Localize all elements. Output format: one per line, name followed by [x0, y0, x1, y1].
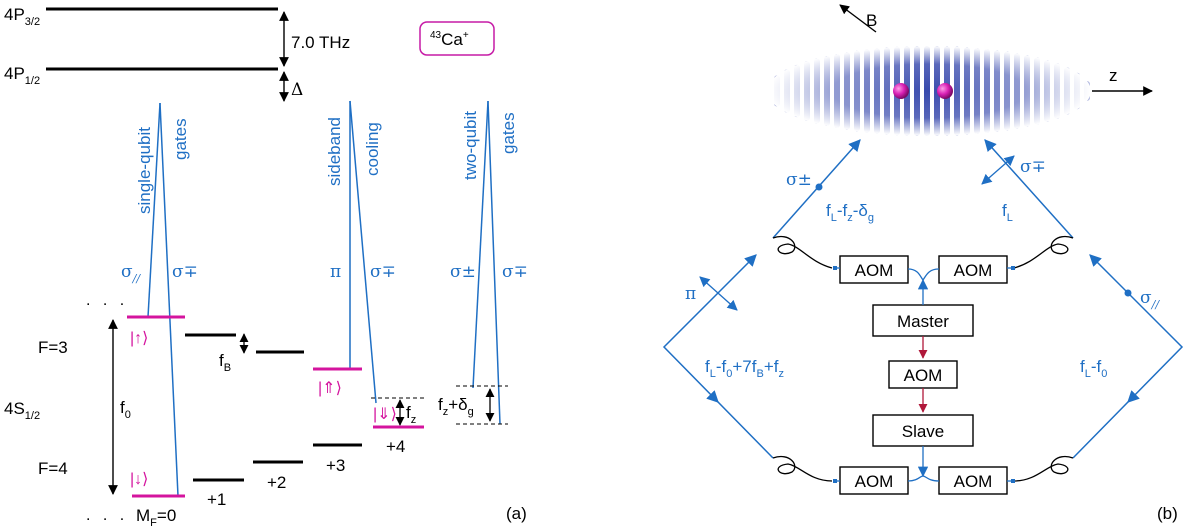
label-cooling: cooling — [363, 122, 382, 176]
dots-upper: . . . — [86, 292, 128, 309]
label-f3: F=3 — [38, 338, 68, 357]
beam-dot-top-left — [816, 184, 823, 191]
beam-group-two-qubit: two-qubit gates σ± σ∓ — [450, 101, 528, 424]
pol-arrow-top-right — [982, 156, 1014, 184]
label-f4: F=4 — [38, 459, 68, 478]
label-4p12: 4P1/2 — [4, 64, 40, 87]
ion-2 — [937, 83, 953, 99]
label-fb: fB — [219, 351, 231, 374]
svg-text:Master: Master — [897, 312, 949, 331]
state-up: |↑⟩ — [130, 330, 148, 347]
freq-top-right: fL — [1002, 201, 1013, 224]
panel-a: 4P3/2 4P1/2 7.0 THz Δ 43Ca+ single-qubit… — [4, 5, 528, 529]
pol-left-label: π — [685, 284, 696, 304]
state-down: |↓⟩ — [130, 471, 148, 488]
fine-structure-label: 7.0 THz — [291, 33, 350, 52]
pol-sigma-mp-2: σ∓ — [370, 262, 396, 282]
pol-sigma-mp-3: σ∓ — [502, 262, 528, 282]
delta-label: Δ — [291, 80, 303, 100]
dots-lower: . . . — [86, 507, 128, 524]
z-axis-label: z — [1109, 66, 1118, 85]
ion-1 — [893, 83, 909, 99]
b-field-label: B — [866, 11, 877, 30]
beam-top-right — [985, 140, 1073, 238]
label-gates-1: gates — [171, 118, 190, 160]
label-two-qubit: two-qubit — [461, 111, 480, 180]
freq-top-left: fL-fz-δg — [826, 201, 874, 224]
beam-dot-right — [1125, 290, 1132, 297]
pol-sigma-mp-1: σ∓ — [172, 262, 198, 282]
label-sideband: sideband — [325, 117, 344, 186]
panel-b-label: (b) — [1157, 504, 1178, 523]
pol-sigma-pm-1: σ± — [450, 262, 476, 282]
slave-laser: Slave — [873, 415, 973, 446]
svg-text:AOM: AOM — [855, 472, 894, 491]
freq-right: fL-f0 — [1080, 357, 1107, 380]
label-mf1: +1 — [207, 490, 226, 509]
aom-bottom-right: AOM — [939, 467, 1007, 494]
panel-a-label: (a) — [506, 504, 527, 523]
state-down-double: |⇓⟩ — [373, 406, 397, 423]
pol-top-right-label: σ∓ — [1020, 157, 1046, 177]
pol-sigma-par: σ// — [121, 262, 141, 285]
label-4s12: 4S1/2 — [4, 399, 40, 422]
state-up-double: |⇑⟩ — [318, 380, 342, 397]
pol-top-left-label: σ± — [786, 170, 812, 190]
aom-top-right: AOM — [939, 256, 1007, 283]
label-4p32: 4P3/2 — [4, 5, 40, 28]
svg-text:AOM: AOM — [954, 472, 993, 491]
pol-pi-1: π — [330, 262, 341, 282]
label-mf4: +4 — [386, 437, 405, 456]
svg-text:AOM: AOM — [904, 366, 943, 385]
aom-middle: AOM — [889, 361, 957, 388]
svg-text:AOM: AOM — [954, 261, 993, 280]
aom-bottom-left: AOM — [840, 467, 908, 494]
aom-top-left: AOM — [840, 256, 908, 283]
beam-right — [1073, 255, 1182, 458]
label-fz: fz — [406, 403, 416, 426]
beam-group-single-qubit: single-qubit gates σ// σ∓ — [121, 103, 198, 496]
label-gates-2: gates — [499, 112, 518, 154]
label-f0: f0 — [120, 398, 131, 421]
beam-group-sideband: sideband cooling π σ∓ — [325, 101, 396, 403]
ion-species-label: 43Ca+ — [430, 30, 469, 49]
pol-right-label: σ// — [1140, 288, 1160, 311]
label-single-qubit: single-qubit — [135, 127, 154, 214]
svg-text:Slave: Slave — [902, 422, 945, 441]
label-fz-plus-delta: fz+δg — [438, 395, 474, 418]
standing-wave — [767, 46, 1091, 136]
svg-text:AOM: AOM — [855, 261, 894, 280]
label-mf2: +2 — [267, 473, 286, 492]
label-mf3: +3 — [326, 456, 345, 475]
freq-left: fL-f0+7fB+fz — [705, 357, 784, 380]
label-mf0: MF=0 — [136, 506, 176, 529]
panel-b: B z — [664, 5, 1182, 523]
master-laser: Master — [873, 305, 973, 336]
